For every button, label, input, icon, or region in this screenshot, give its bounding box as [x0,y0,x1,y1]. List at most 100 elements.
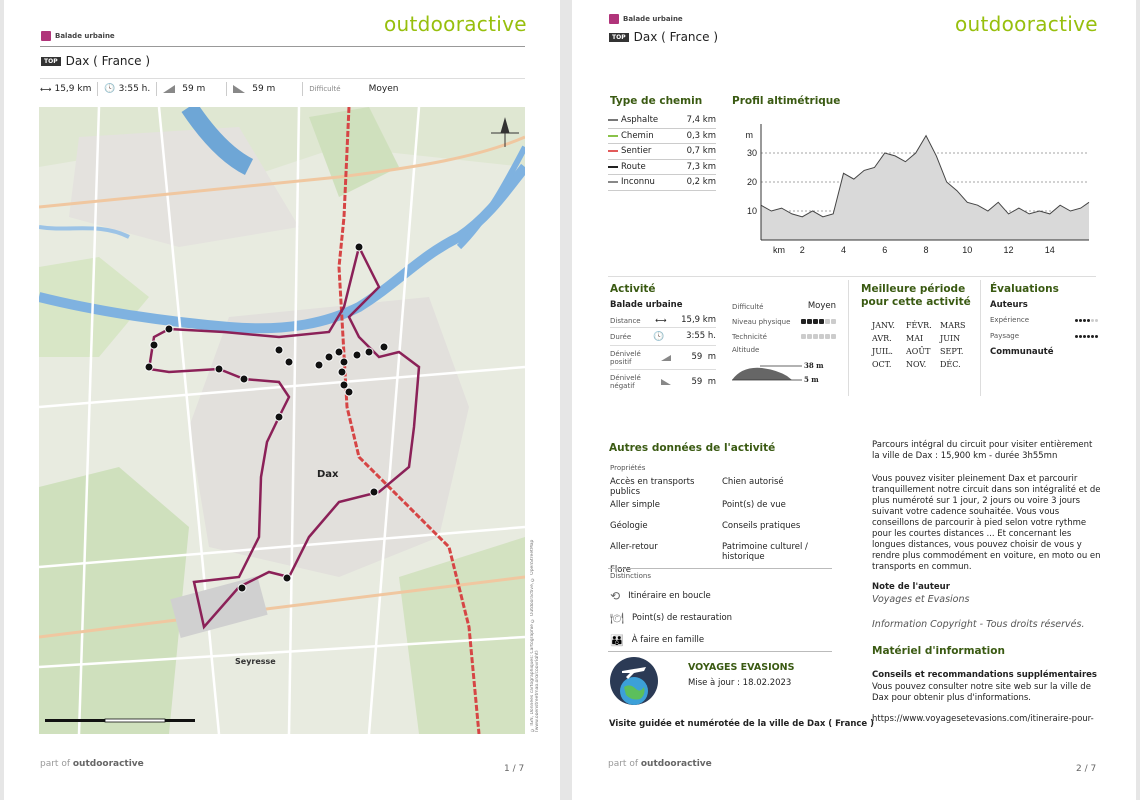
ratings-title: Évaluations [990,283,1059,295]
month-label: JUIL. [872,347,893,356]
path-type-name: Route [621,161,646,172]
level-dot [807,319,812,324]
ascent-icon [163,85,176,93]
activity-title: Activité [610,283,656,295]
activity-ascent: Dénivelé positif 59 m [610,346,716,370]
level-dot [1087,318,1090,322]
path-types-list: Asphalte 7,4 km Chemin 0,3 km Sentier 0,7 km R… [608,113,716,191]
author-avatar[interactable] [610,657,658,705]
level-dot [1095,334,1098,338]
category-text: Balade urbaine [623,15,683,23]
altitude-max: 38 m [804,361,824,370]
distinctions-list: ⟲ Itinéraire en boucle 🍽 Point(s) de res… [610,585,732,651]
path-type-swatch [608,134,618,137]
x-tick-label: 10 [962,245,972,255]
level-dot [831,334,836,339]
elevation-area [761,135,1089,240]
level-dot [1091,334,1094,338]
level-dot [1079,334,1082,338]
website-link[interactable]: https://www.voyagesetevasions.com/itiner… [872,714,1094,724]
ascent-icon [661,354,672,361]
author-name[interactable]: VOYAGES EVASIONS [688,662,795,673]
month-label: MAI [906,334,924,343]
footer-part-of: part of outdooractive [40,759,144,769]
path-type-swatch [608,119,618,122]
loop-icon: ⟲ [610,588,621,603]
level-dot [825,334,830,339]
map-label-seyresse: Seyresse [235,657,276,666]
path-type-name: Chemin [621,130,654,141]
path-type-value: 0,7 km [686,146,716,157]
property-item: Conseils pratiques [722,521,801,531]
category-label: Balade urbaine [609,14,683,24]
descent-icon [233,85,246,93]
path-type-value: 7,4 km [686,115,716,126]
walk-icon [41,31,51,41]
page-1: outdooractive Balade urbaine TOP Dax ( F… [4,0,560,800]
distance-icon: ⟷ [655,316,667,325]
level-dot [813,319,818,324]
advice-text: Vous pouvez consulter notre site web sur… [872,682,1091,703]
properties-list: Accès en transports publics Chien autoris… [610,477,834,583]
path-type-row: Route 7,3 km [608,160,716,175]
level-dot [825,319,830,324]
divider [40,78,525,79]
altitude-icon [732,365,802,381]
month-label: DÉC. [940,360,961,369]
distinctions-label: Distinctions [610,572,652,580]
map-label-dax: Dax [317,469,339,480]
difficulty-row: Difficulté Moyen [732,301,836,311]
top-badge: TOP [41,56,61,66]
landscape-row: Paysage [990,332,1098,340]
distinction-family: 👪 À faire en famille [610,633,705,647]
property-item: Point(s) de vue [722,500,786,510]
map-copyright: © IGN, Données cartographiques: Cartogra… [530,539,538,732]
path-type-name: Asphalte [621,115,659,126]
footer-part-of: part of outdooractive [608,759,712,769]
altitude-min: 5 m [804,375,819,384]
clock-icon: 🕓 [653,331,665,342]
level-dot [1091,318,1094,322]
distinction-loop: ⟲ Itinéraire en boucle [610,588,711,603]
property-item: Flore [610,565,631,575]
plane-globe-icon [620,667,648,705]
level-dot [819,319,824,324]
month-label: JUIN [940,334,961,343]
advice-title: Conseils et recommandations supplémentai… [872,670,1097,680]
physical-level-dots [801,319,836,324]
path-type-value: 0,3 km [686,130,716,141]
level-dot [801,334,806,339]
x-tick-label: 4 [841,245,846,255]
x-tick-label: 14 [1045,245,1055,255]
y-tick-label: 10 [747,206,757,216]
title-text: Dax ( France ) [65,54,150,68]
technique-level-dots [801,334,836,339]
description-p1: Parcours intégral du circuit pour visite… [872,440,1093,461]
property-item: Aller-retour [610,542,658,552]
experience-level-dots [1075,318,1098,322]
page-number-1: 1 / 7 [504,764,525,774]
level-dot [1075,318,1078,322]
description-p2: Vous pouvez visiter pleinement Dax et pa… [872,474,1101,572]
properties-label: Propriétés [610,464,646,472]
month-label: NOV. [906,360,927,369]
category-text: Balade urbaine [55,32,115,40]
property-item: Chien autorisé [722,477,784,487]
activity-levels: Difficulté Moyen Niveau physique Technic… [732,299,836,386]
activity-subtitle: Balade urbaine [610,300,683,310]
path-type-name: Sentier [621,146,652,157]
x-tick-label: 12 [1004,245,1014,255]
physical-row: Niveau physique [732,314,836,329]
page-title: TOP Dax ( France ) [41,54,150,68]
y-tick-label: 30 [747,148,757,158]
property-item: Accès en transports publics [610,477,695,497]
activity-duration: Durée 🕓 3:55 h. [610,328,716,346]
route-map[interactable]: Dax Seyresse [39,107,525,734]
property-item: Géologie [610,521,648,531]
level-dot [807,334,812,339]
level-dot [1083,334,1086,338]
month-label: AOÛT [906,347,931,356]
path-type-row: Asphalte 7,4 km [608,113,716,129]
top-badge: TOP [609,32,629,42]
clock-icon: 🕓 [104,84,116,94]
